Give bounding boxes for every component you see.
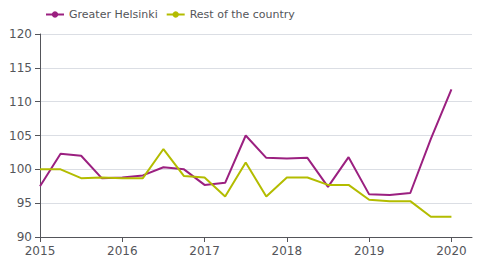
svg-text:2016: 2016 [107, 244, 138, 258]
svg-text:115: 115 [9, 61, 32, 75]
svg-text:2019: 2019 [354, 244, 385, 258]
svg-text:95: 95 [17, 196, 32, 210]
svg-text:105: 105 [9, 129, 32, 143]
svg-text:120: 120 [9, 27, 32, 41]
svg-text:100: 100 [9, 162, 32, 176]
svg-text:90: 90 [17, 230, 32, 244]
svg-text:Greater Helsinki: Greater Helsinki [69, 8, 158, 21]
svg-text:2017: 2017 [189, 244, 220, 258]
svg-text:2015: 2015 [25, 244, 56, 258]
svg-text:2020: 2020 [436, 244, 467, 258]
svg-text:110: 110 [9, 95, 32, 109]
svg-text:Rest of the country: Rest of the country [190, 8, 296, 21]
svg-text:2018: 2018 [272, 244, 303, 258]
